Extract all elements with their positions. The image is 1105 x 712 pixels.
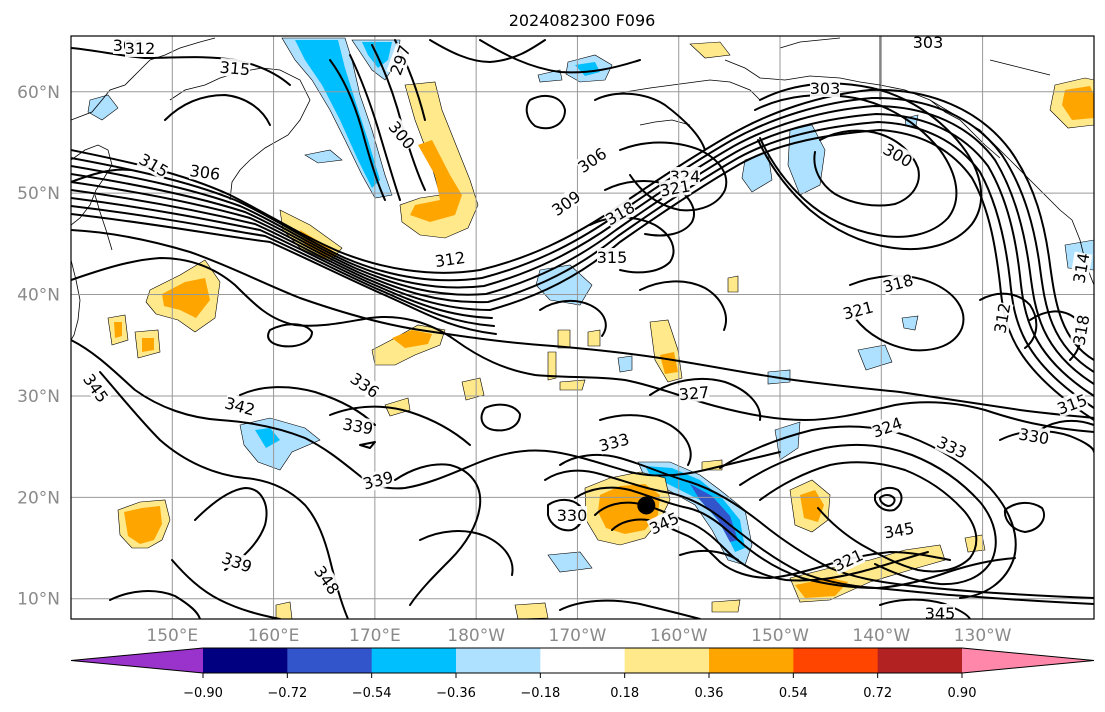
contour-label: 318 <box>1069 313 1093 346</box>
contour-label: 312 <box>125 39 156 58</box>
positive-anomaly-patch <box>559 379 586 391</box>
positive-anomaly-patch <box>1062 86 1094 120</box>
colorbar-tick-label: −0.90 <box>183 686 223 701</box>
positive-anomaly-patch <box>800 490 824 522</box>
positive-anomaly-patch <box>142 338 154 352</box>
negative-anomaly-patch <box>547 551 593 573</box>
positive-anomaly-patch <box>514 602 549 619</box>
positive-anomaly-patch <box>162 278 210 318</box>
positive-anomaly-patch <box>689 41 731 59</box>
negative-anomaly-patch <box>304 149 343 164</box>
positive-anomaly-patch <box>461 377 485 401</box>
svg-text:327: 327 <box>678 383 710 405</box>
negative-anomaly-patch <box>295 40 380 188</box>
colorbar-tick-label: −0.36 <box>436 686 476 701</box>
colorbar-swatch <box>287 648 373 673</box>
contour-label: 306 <box>188 161 221 184</box>
latitude-tick-label: 40°N <box>17 286 60 306</box>
colorbar-tick-label: −0.54 <box>352 686 392 701</box>
svg-text:315: 315 <box>219 58 251 80</box>
longitude-tick-label: 160°E <box>248 626 300 646</box>
negative-anomaly-patch <box>901 315 919 331</box>
longitude-tick-label: 140°W <box>852 626 910 646</box>
positive-anomaly-patch <box>557 329 571 349</box>
positive-anomaly-patch <box>587 329 601 347</box>
latitude-tick-label: 20°N <box>17 488 60 508</box>
colorbar-swatch <box>456 648 541 673</box>
contour-label: 314 <box>1069 251 1093 284</box>
longitude-tick-label: 150°E <box>146 626 198 646</box>
colorbar-tick-label: −0.18 <box>520 686 560 701</box>
colorbar-tick-label: −0.72 <box>267 686 307 701</box>
colorbar: −0.90 −0.72 −0.54 −0.36 −0.18 0.18 0.36 0.54 0.7… <box>70 647 1095 701</box>
longitude-labels: 150°E 160°E 170°E 180°W 170°W 160°W 150°W 140°W… <box>146 626 1011 646</box>
longitude-tick-label: 160°W <box>650 626 708 646</box>
svg-text:315: 315 <box>597 248 628 267</box>
negative-anomaly-patch <box>575 62 600 76</box>
longitude-tick-label: 180°W <box>447 626 505 646</box>
positive-anomaly-patch <box>392 330 432 348</box>
svg-text:312: 312 <box>434 248 467 271</box>
colorbar-tick-label: 0.72 <box>863 686 892 701</box>
contour-label: 312 <box>434 248 467 271</box>
contour-label: 315 <box>597 248 628 267</box>
colorbar-swatch <box>793 648 879 673</box>
longitude-tick-label: 130°W <box>954 626 1012 646</box>
contour-label: 330 <box>1017 424 1050 448</box>
colorbar-tick-label: 0.36 <box>695 686 724 701</box>
colorbar-tick-label: 0.90 <box>948 686 977 701</box>
colorbar-swatch <box>877 648 963 673</box>
contour-label: 327 <box>678 383 710 405</box>
longitude-tick-label: 170°E <box>349 626 401 646</box>
storm-center-marker <box>637 496 656 515</box>
colorbar-swatch <box>709 648 794 673</box>
colorbar-extension-low <box>71 648 203 673</box>
positive-anomaly-patch <box>410 140 462 222</box>
latitude-tick-label: 10°N <box>17 590 60 610</box>
longitude-tick-label: 150°W <box>751 626 809 646</box>
negative-anomaly-patch <box>857 344 893 371</box>
positive-anomaly-patch <box>275 601 293 619</box>
colorbar-tick-label: 0.18 <box>610 686 639 701</box>
contour-label: 345 <box>925 604 956 623</box>
negative-anomaly-patch <box>617 355 633 373</box>
positive-anomaly-patch <box>114 322 122 338</box>
contour-label: 303 <box>810 79 841 98</box>
latitude-tick-label: 30°N <box>17 387 60 407</box>
positive-anomaly-patch <box>384 397 411 417</box>
latitude-tick-label: 50°N <box>17 184 60 204</box>
contour-label: 303 <box>913 33 944 52</box>
latitude-tick-label: 60°N <box>17 83 60 103</box>
positive-anomaly-patch <box>598 484 660 534</box>
map-frame <box>70 35 1095 620</box>
longitude-tick-label: 170°W <box>549 626 607 646</box>
svg-text:303: 303 <box>810 79 841 98</box>
positive-anomaly-patch <box>547 351 557 381</box>
contour-label: 315 <box>219 58 251 80</box>
svg-text:345: 345 <box>925 604 956 623</box>
colorbar-swatch <box>540 648 626 673</box>
svg-text:330: 330 <box>557 506 588 525</box>
svg-text:312: 312 <box>125 39 156 58</box>
negative-anomaly-patch <box>774 421 801 461</box>
colorbar-swatch <box>371 648 457 673</box>
colorbar-swatch <box>203 648 288 673</box>
colorbar-extension-high <box>962 648 1094 673</box>
map-title: 2024082300 F096 <box>509 11 656 30</box>
positive-anomaly-patch <box>727 275 739 293</box>
colorbar-tick-label: 0.54 <box>779 686 808 701</box>
contour-label: 330 <box>557 506 588 525</box>
svg-text:303: 303 <box>913 33 944 52</box>
positive-anomaly-patch <box>124 506 162 544</box>
positive-anomaly-patch <box>711 599 741 613</box>
latitude-labels: 60°N 50°N 40°N 30°N 20°N 10°N <box>17 83 60 610</box>
positive-anomaly-patch <box>660 352 678 374</box>
svg-text:306: 306 <box>188 161 221 184</box>
colorbar-swatch <box>624 648 710 673</box>
